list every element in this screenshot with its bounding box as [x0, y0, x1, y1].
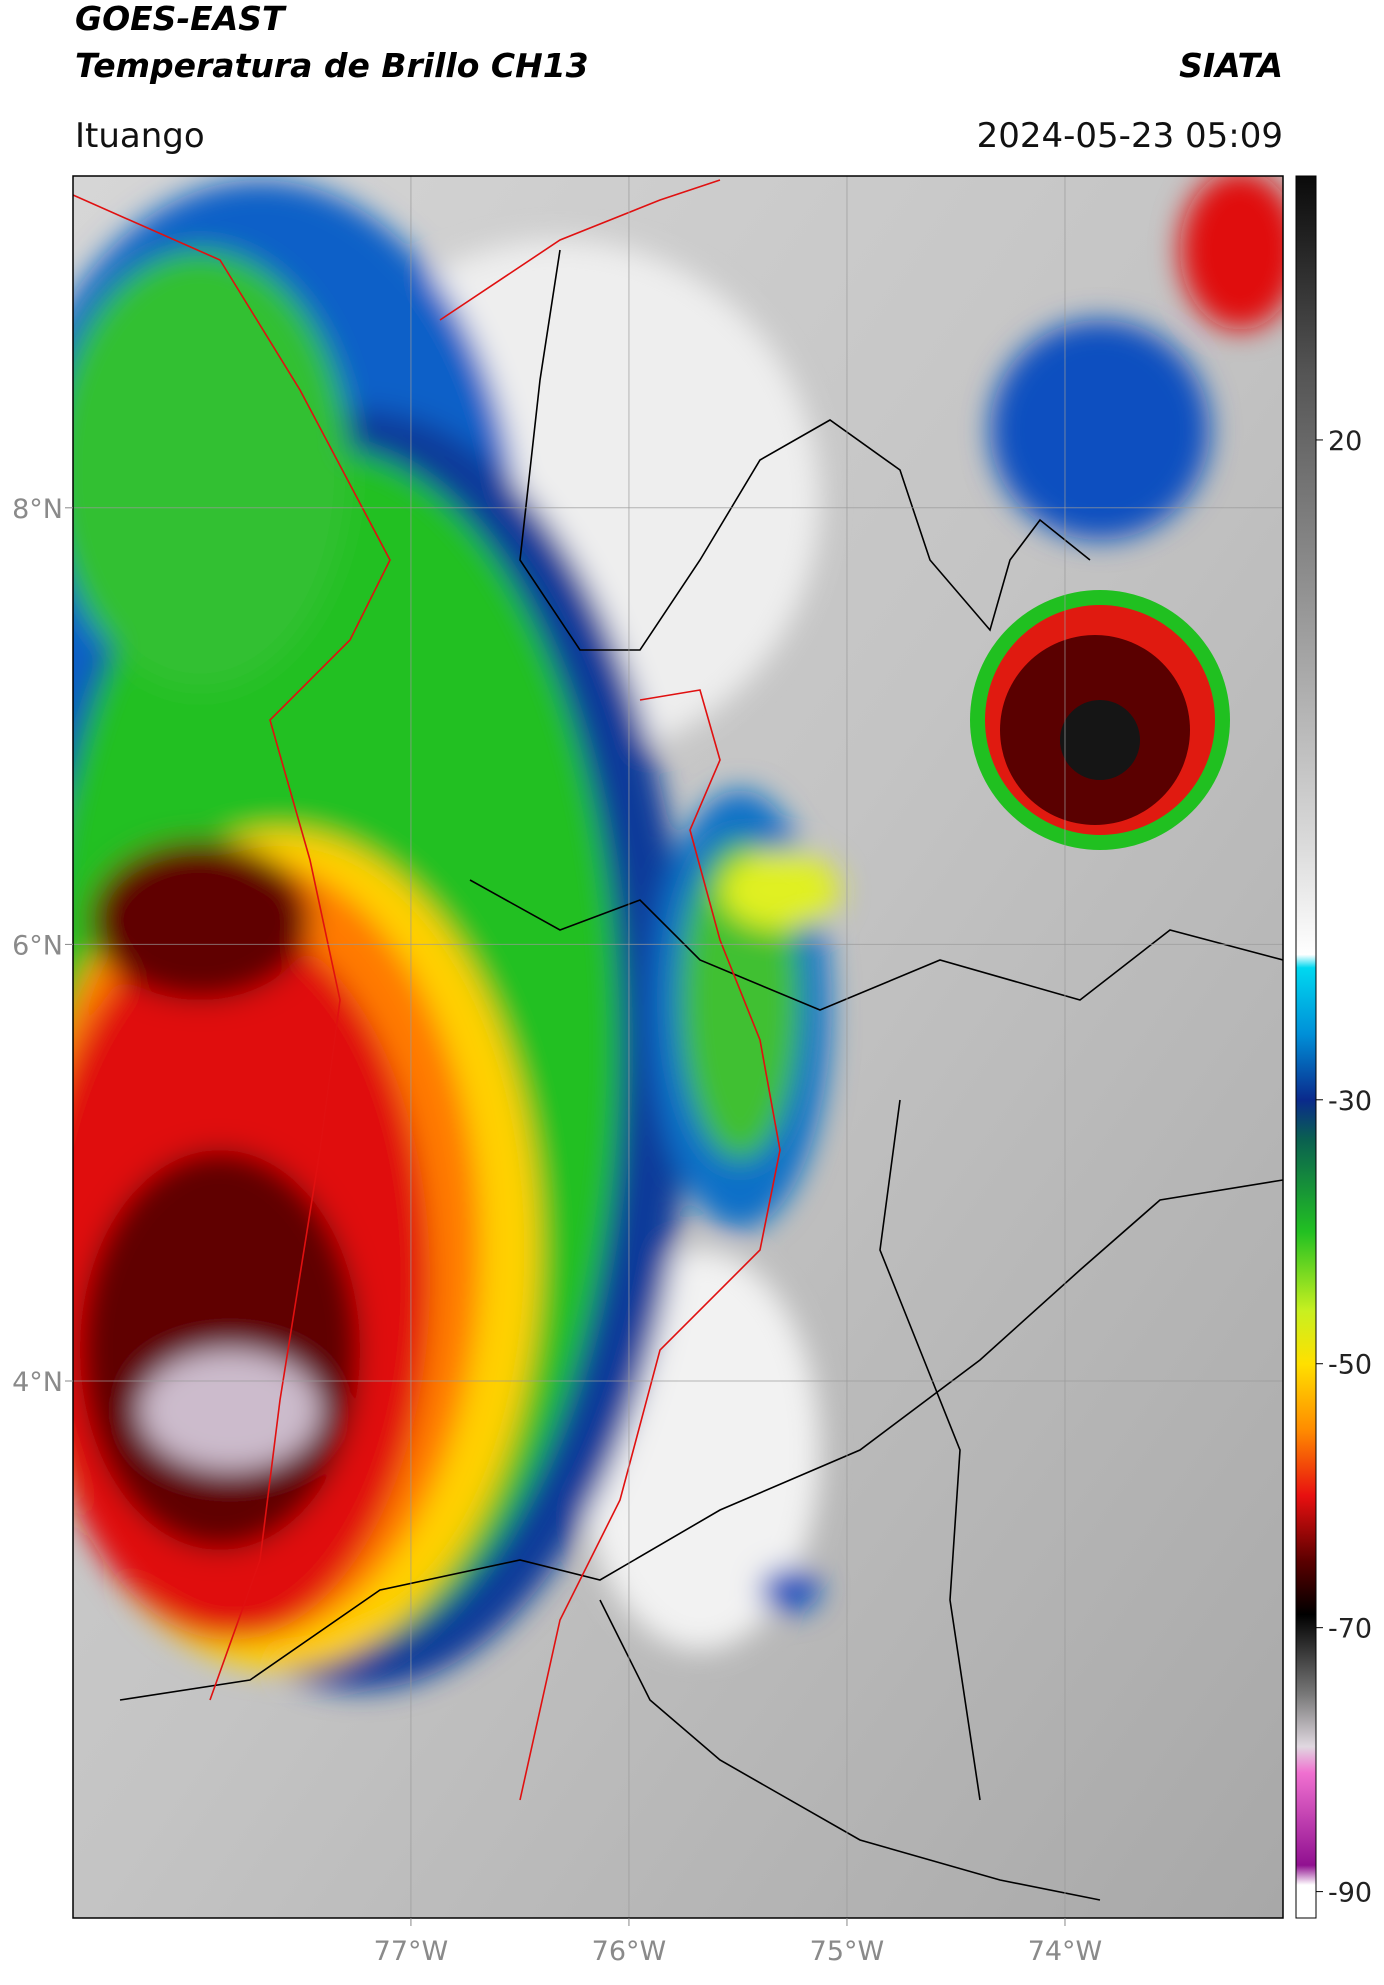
map-frame	[72, 175, 1284, 1919]
colorbar	[1296, 176, 1316, 1918]
lat-label: 8°N	[12, 494, 63, 525]
lon-label: 74°W	[1028, 1936, 1103, 1967]
timestamp: 2024-05-23 05:09	[977, 116, 1283, 156]
agency: SIATA	[1179, 46, 1283, 85]
location: Ituango	[75, 116, 205, 156]
colorbar-label: -70	[1328, 1614, 1372, 1645]
title-line2: Temperatura de Brillo CH13	[75, 46, 589, 85]
lat-label: 6°N	[12, 930, 63, 961]
colorbar-label: -90	[1328, 1878, 1372, 1909]
lon-label: 75°W	[810, 1936, 885, 1967]
title-line1: GOES-EAST	[75, 0, 287, 38]
lon-label: 77°W	[374, 1936, 449, 1967]
colorbar-frame	[1295, 175, 1317, 1919]
colorbar-label: -50	[1328, 1350, 1372, 1381]
colorbar-label: -30	[1328, 1086, 1372, 1117]
colorbar-label: 20	[1328, 426, 1362, 457]
satellite-image	[73, 176, 1283, 1918]
lon-label: 76°W	[592, 1936, 667, 1967]
lat-label: 4°N	[12, 1367, 63, 1398]
